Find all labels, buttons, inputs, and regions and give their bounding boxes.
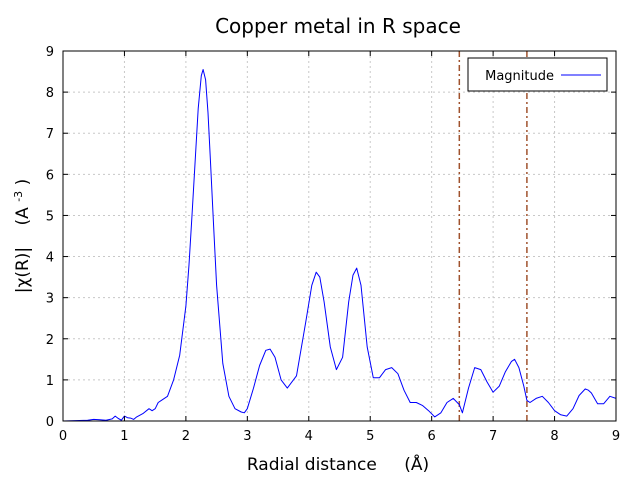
series-layer — [62, 69, 617, 422]
y-axis-label-text: |χ(R)| — [13, 247, 33, 293]
x-tick-label: 9 — [612, 429, 620, 444]
x-tick-label: 3 — [243, 429, 251, 444]
y-tick-label: 6 — [46, 168, 54, 183]
y-tick-label: 1 — [46, 374, 54, 389]
x-tick-label: 2 — [182, 429, 190, 444]
legend: Magnitude — [467, 57, 608, 92]
x-tick-label: 4 — [305, 429, 313, 444]
y-axis-label: |χ(R)| (A -3 ) — [7, 179, 33, 293]
y-tick-label: 4 — [46, 251, 54, 266]
x-tick-label: 8 — [550, 429, 558, 444]
legend-label: Magnitude — [485, 69, 554, 84]
x-axis-label: Radial distance (Å) — [247, 453, 429, 475]
y-axis-label-unit-exponent: -3 — [12, 191, 25, 202]
chart-title: Copper metal in R space — [215, 14, 461, 38]
x-tick-label: 0 — [59, 429, 67, 444]
x-tick-label: 6 — [428, 429, 436, 444]
y-tick-label: 2 — [46, 333, 54, 348]
plot-frame — [62, 50, 617, 422]
x-axis-label-unit: (Å) — [404, 453, 429, 475]
y-tick-label: 8 — [46, 86, 54, 101]
y-axis-ticks: 0 1 2 3 4 5 6 7 8 9 — [46, 45, 616, 430]
vertical-markers — [458, 51, 528, 421]
x-axis-label-text: Radial distance — [247, 455, 377, 475]
y-tick-label: 7 — [46, 127, 54, 142]
y-tick-label: 0 — [46, 415, 54, 430]
x-axis-ticks: 0 1 2 3 4 5 6 7 8 9 — [59, 51, 620, 444]
x-tick-label: 7 — [489, 429, 497, 444]
y-tick-label: 3 — [46, 292, 54, 307]
y-tick-label: 9 — [46, 45, 54, 60]
x-tick-label: 5 — [366, 429, 374, 444]
x-tick-label: 1 — [120, 429, 128, 444]
grid — [62, 50, 617, 422]
y-axis-label-unit: (A — [13, 207, 33, 226]
y-tick-label: 5 — [46, 209, 54, 224]
y-axis-label-unit-close: ) — [13, 179, 33, 186]
series-line-magnitude — [62, 69, 617, 422]
